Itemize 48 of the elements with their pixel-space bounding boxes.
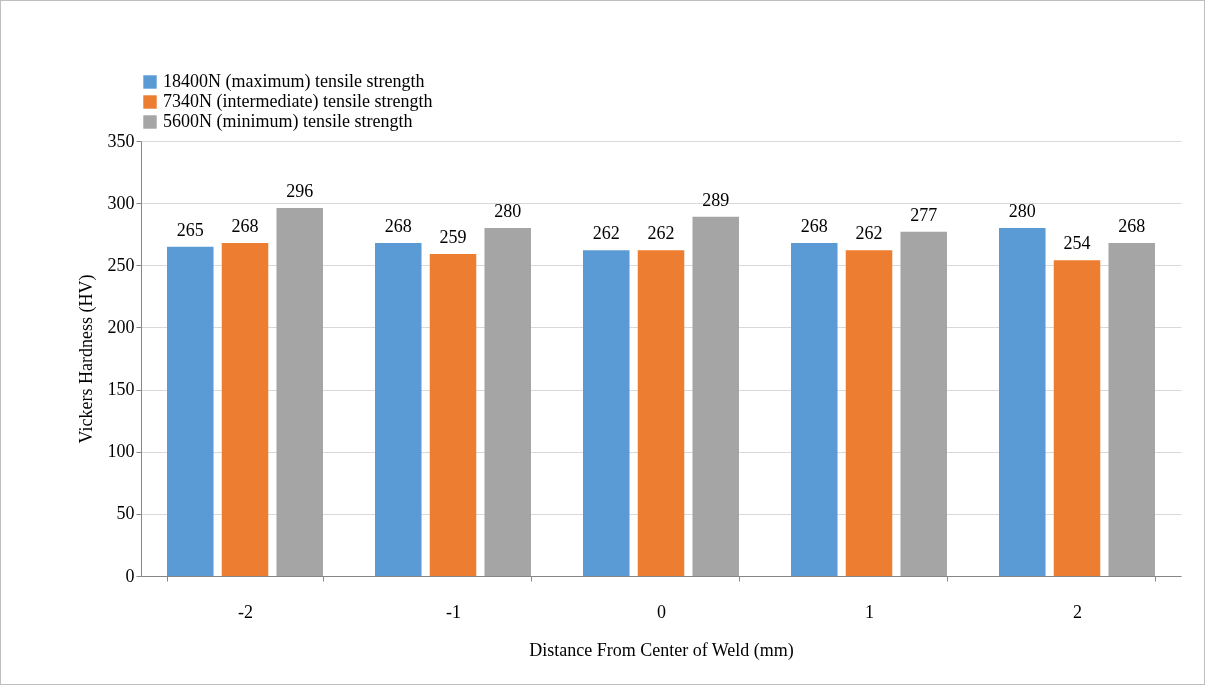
x-tick-label: 2 <box>1073 601 1082 622</box>
bar <box>900 231 947 576</box>
data-label: 262 <box>647 223 675 244</box>
bar <box>1108 242 1155 576</box>
y-axis-title: Vickers Hardness (HV) <box>75 274 97 444</box>
data-label: 280 <box>1008 201 1036 221</box>
data-label: 262 <box>855 223 883 244</box>
x-tick-label: -2 <box>238 601 253 622</box>
bar <box>583 250 630 576</box>
data-label: 262 <box>592 223 620 244</box>
y-tick-label: 350 <box>107 130 135 151</box>
data-label: 265 <box>176 219 204 240</box>
data-label: 268 <box>231 215 259 236</box>
data-label: 259 <box>439 227 467 248</box>
bar <box>637 250 685 576</box>
y-tick-label: 100 <box>107 441 135 462</box>
bar <box>484 228 531 576</box>
bar <box>999 228 1046 576</box>
bar <box>1053 260 1101 576</box>
x-tick-label: 1 <box>865 601 874 622</box>
data-label: 268 <box>384 215 412 236</box>
data-label: 254 <box>1063 233 1091 254</box>
bar <box>429 254 477 576</box>
legend-label: 18400N (maximum) tensile strength <box>163 71 425 92</box>
bar <box>791 242 838 576</box>
x-tick-label: 0 <box>657 601 666 622</box>
x-axis-title: Distance From Center of Weld (mm) <box>529 639 794 661</box>
data-label: 268 <box>800 215 828 236</box>
data-label: 289 <box>702 189 730 210</box>
bar <box>221 242 269 576</box>
bar <box>845 250 893 576</box>
data-label: 277 <box>910 204 938 225</box>
y-tick-label: 200 <box>107 316 135 337</box>
data-label: 296 <box>286 181 314 202</box>
y-tick-label: 250 <box>107 254 135 275</box>
y-tick-label: 150 <box>107 379 135 400</box>
y-tick-label: 0 <box>125 565 135 586</box>
bar <box>375 242 422 576</box>
legend-label: 7340N (intermediate) tensile strength <box>163 91 433 112</box>
y-tick-label: 300 <box>107 192 135 213</box>
y-tick-label: 50 <box>116 503 135 524</box>
bar <box>692 216 739 576</box>
data-label: 280 <box>494 201 522 221</box>
data-label: 268 <box>1118 215 1146 236</box>
bar <box>276 208 323 576</box>
bar <box>167 246 214 576</box>
legend-label: 5600N (minimum) tensile strength <box>163 111 413 132</box>
x-tick-label: -1 <box>446 601 461 622</box>
